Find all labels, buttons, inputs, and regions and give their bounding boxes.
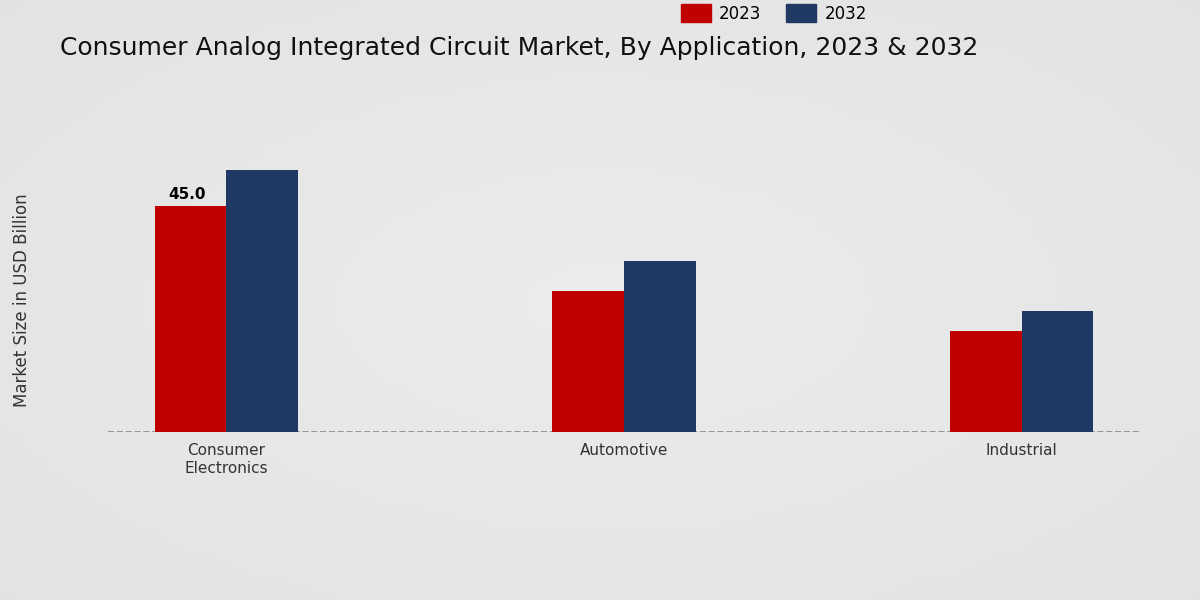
Text: Consumer Analog Integrated Circuit Market, By Application, 2023 & 2032: Consumer Analog Integrated Circuit Marke…	[60, 36, 978, 60]
Text: Market Size in USD Billion: Market Size in USD Billion	[12, 193, 31, 407]
Legend: 2023, 2032: 2023, 2032	[674, 0, 874, 29]
Bar	[624, 261, 696, 432]
Bar	[1021, 311, 1093, 432]
Bar	[950, 331, 1021, 432]
Bar	[552, 291, 624, 432]
Bar	[155, 206, 227, 432]
Text: 45.0: 45.0	[168, 187, 205, 202]
Bar	[227, 170, 298, 432]
